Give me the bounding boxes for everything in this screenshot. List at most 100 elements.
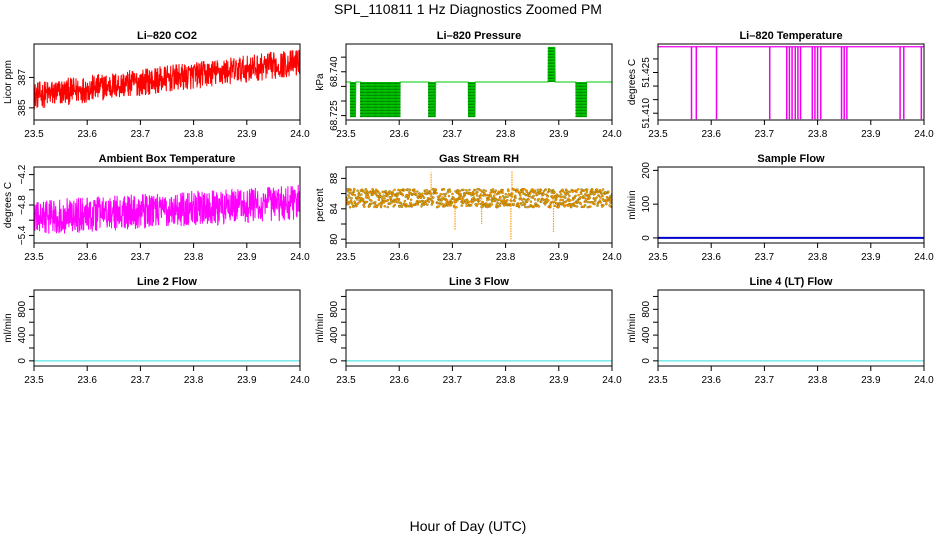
- data-point: [445, 199, 449, 202]
- data-point: [529, 191, 532, 195]
- x-tick-label: 23.6: [389, 375, 409, 386]
- data-point: [416, 203, 420, 206]
- data-point: [442, 192, 445, 196]
- x-tick-label: 23.6: [389, 252, 409, 263]
- data-point: [353, 201, 357, 205]
- x-tick-label: 23.5: [648, 252, 668, 263]
- data-point: [450, 201, 454, 205]
- data-point: [504, 193, 508, 196]
- y-tick-label: 68.725: [329, 100, 340, 131]
- data-point: [591, 190, 595, 194]
- plot-frame: [657, 289, 925, 367]
- data-point: [506, 198, 509, 202]
- x-tick-label: 23.8: [496, 129, 516, 140]
- y-tick-label: 80: [329, 233, 340, 245]
- data-point: [527, 198, 530, 201]
- panel-title: Line 4 (LT) Flow: [750, 276, 833, 288]
- data-point: [555, 197, 558, 200]
- y-tick-label: 100: [641, 195, 652, 212]
- x-tick-label: 24.0: [290, 129, 310, 140]
- data-point: [599, 196, 602, 199]
- data-series: [658, 46, 924, 120]
- x-tick-label: 23.7: [443, 375, 463, 386]
- data-point: [531, 188, 534, 191]
- data-point: [564, 196, 567, 200]
- x-tick-label: 24.0: [914, 252, 934, 263]
- data-point: [390, 201, 394, 204]
- y-tick-label: 0: [329, 358, 340, 364]
- data-point: [358, 193, 361, 197]
- y-tick-label: 0: [641, 358, 652, 364]
- data-point: [539, 188, 543, 192]
- data-point: [495, 192, 499, 196]
- data-point: [397, 197, 401, 201]
- data-point: [443, 204, 447, 208]
- data-point: [589, 205, 592, 208]
- y-axis-label: ml/min: [3, 313, 14, 342]
- data-point: [440, 198, 444, 202]
- data-point: [350, 197, 353, 200]
- data-point: [377, 203, 380, 206]
- data-point: [519, 193, 522, 197]
- data-point: [370, 199, 373, 202]
- data-point: [546, 195, 550, 198]
- data-point: [462, 200, 466, 204]
- data-point: [481, 190, 484, 194]
- data-point: [545, 197, 548, 201]
- data-point: [435, 191, 438, 195]
- y-axis-label: percent: [315, 188, 326, 222]
- data-point: [383, 196, 386, 200]
- data-point: [427, 200, 431, 204]
- chart-panel-6: Sample Flow 23.5 23.6 23.7 23.8 23.9 24.0 0 100 2…: [627, 153, 934, 263]
- data-point: [557, 194, 561, 198]
- data-series: [346, 46, 612, 118]
- data-point: [437, 205, 440, 208]
- data-point: [563, 205, 566, 208]
- x-tick-label: 23.5: [24, 252, 44, 263]
- data-point: [513, 194, 517, 198]
- data-point: [607, 190, 610, 194]
- x-tick-label: 23.6: [701, 129, 721, 140]
- data-point: [497, 198, 501, 201]
- series-line: [346, 46, 612, 118]
- y-tick-label: 68.740: [329, 56, 340, 87]
- plot-frame: [345, 43, 613, 121]
- data-point: [585, 188, 589, 191]
- data-point: [461, 198, 464, 201]
- data-point: [537, 197, 540, 201]
- data-point: [407, 193, 411, 196]
- data-point: [568, 190, 571, 194]
- data-point: [396, 193, 400, 196]
- data-point: [500, 199, 504, 202]
- y-tick-label: 400: [329, 326, 340, 343]
- data-point: [355, 198, 359, 201]
- x-tick-label: 23.8: [184, 129, 204, 140]
- data-point: [368, 204, 371, 208]
- data-point: [403, 188, 406, 192]
- data-point: [590, 192, 593, 196]
- x-tick-label: 23.6: [701, 252, 721, 263]
- data-point: [358, 200, 362, 204]
- data-point: [367, 195, 370, 199]
- data-point: [468, 188, 471, 192]
- data-point: [386, 198, 390, 202]
- x-tick-label: 23.6: [389, 129, 409, 140]
- data-point: [478, 199, 481, 202]
- y-tick-label: 51.425: [641, 57, 652, 88]
- panel-title: Ambient Box Temperature: [99, 153, 236, 165]
- data-point: [436, 195, 440, 198]
- data-point: [501, 191, 504, 195]
- data-point: [362, 190, 366, 193]
- data-point: [517, 205, 521, 209]
- data-point: [525, 200, 529, 204]
- data-point: [575, 190, 578, 194]
- y-axis-label: kPa: [315, 73, 326, 91]
- data-point: [369, 202, 373, 206]
- data-point: [378, 192, 382, 195]
- data-point: [413, 188, 416, 191]
- data-point: [601, 194, 604, 198]
- data-point: [425, 199, 428, 203]
- chart-panel-8: Line 3 Flow 23.5 23.6 23.7 23.8 23.9 24.0 0 400 8…: [315, 276, 622, 386]
- data-point: [532, 205, 536, 208]
